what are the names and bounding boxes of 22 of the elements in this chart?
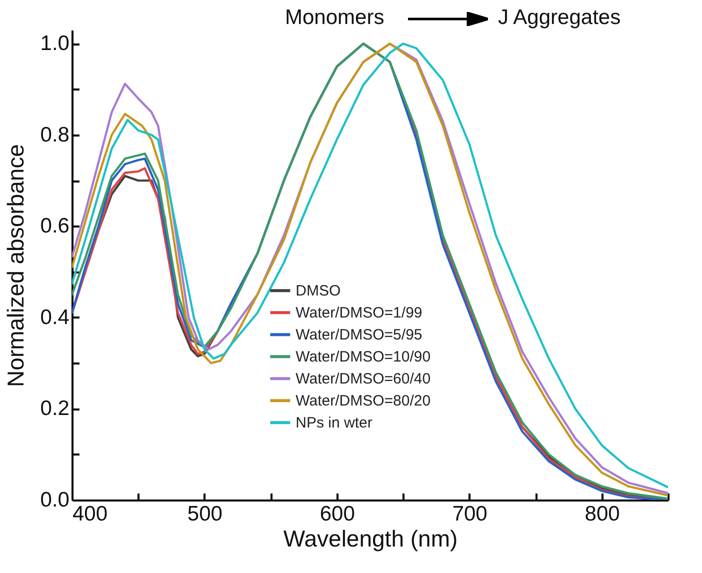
x-tick-label: 600 xyxy=(320,502,355,526)
x-tick-label: 700 xyxy=(452,502,488,526)
legend-label: Water/DMSO=1/99 xyxy=(296,304,422,322)
legend-label: Water/DMSO=60/40 xyxy=(296,370,431,388)
y-tick-label: 0.6 xyxy=(40,214,70,238)
y-tick-label: 0.2 xyxy=(40,397,70,420)
y-axis-title: Normalized absorbance xyxy=(2,144,28,387)
y-tick-label: 1.0 xyxy=(40,32,70,56)
legend-label: Water/DMSO=80/20 xyxy=(296,392,431,410)
text: J Aggregates xyxy=(498,6,621,30)
x-tick-label: 500 xyxy=(187,502,222,526)
x-axis-title: Wavelength (nm) xyxy=(283,526,458,552)
text: Monomers xyxy=(285,6,384,30)
y-tick-label: 0.0 xyxy=(40,488,70,512)
y-tick-label: 0.8 xyxy=(40,123,70,146)
legend-label: NPs in wter xyxy=(296,414,372,432)
x-tick-label: 400 xyxy=(72,502,108,526)
x-tick-label: 800 xyxy=(584,502,620,526)
legend-label: Water/DMSO=10/90 xyxy=(296,348,431,366)
legend-label: Water/DMSO=5/95 xyxy=(296,326,422,344)
legend-label: DMSO xyxy=(296,282,341,300)
y-tick-label: 0.4 xyxy=(40,306,70,329)
